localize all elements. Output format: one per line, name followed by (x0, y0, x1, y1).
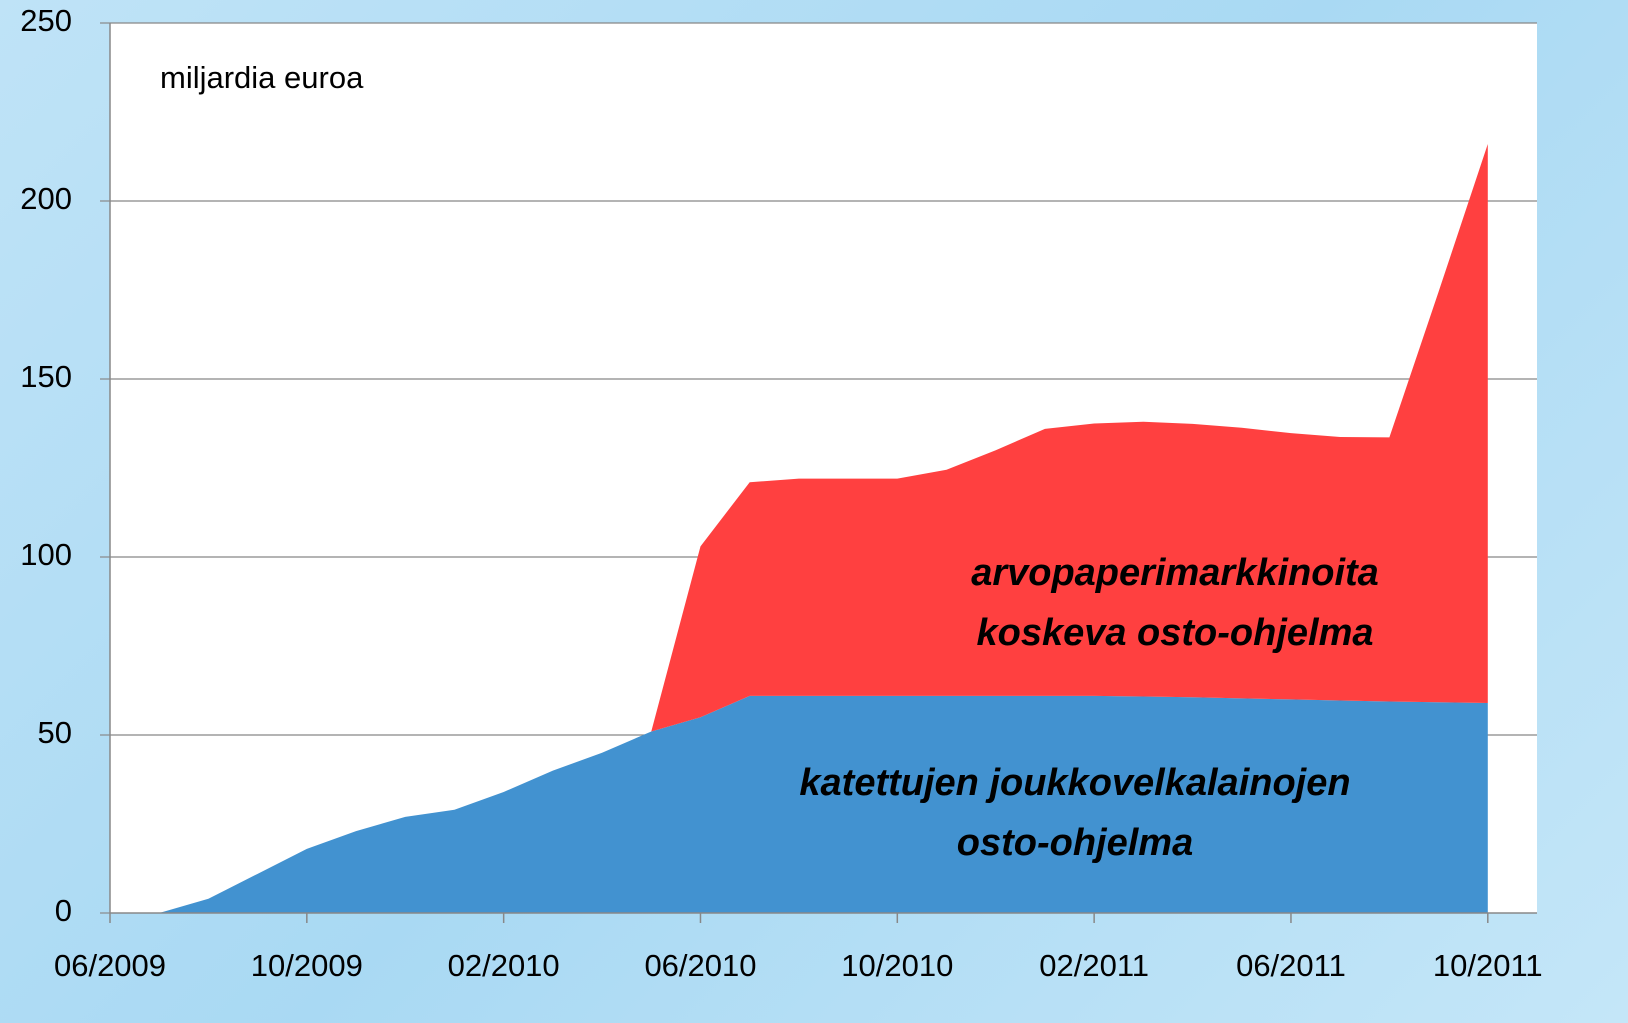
y-tick-label: 50 (38, 715, 72, 750)
x-tick-label: 06/2010 (644, 948, 756, 983)
series-label: osto-ohjelma (957, 822, 1193, 864)
series-label: arvopaperimarkkinoita (971, 552, 1379, 594)
area (651, 144, 1488, 732)
area (159, 695, 1488, 913)
y-tick-label: 250 (20, 3, 72, 38)
unit-label: miljardia euroa (160, 60, 364, 95)
x-tick-label: 06/2009 (54, 948, 166, 983)
series-label: katettujen joukkovelkalainojen (799, 762, 1350, 804)
y-tick-label: 150 (20, 359, 72, 394)
y-tick-label: 0 (55, 893, 72, 928)
x-tick-label: 02/2010 (448, 948, 560, 983)
x-tick-label: 10/2009 (251, 948, 363, 983)
x-tick-label: 10/2011 (1433, 948, 1543, 983)
series-label: koskeva osto-ohjelma (976, 612, 1373, 654)
x-tick-label: 02/2011 (1039, 948, 1149, 983)
x-tick-label: 10/2010 (841, 948, 953, 983)
areas (159, 144, 1488, 913)
y-tick-label: 100 (20, 537, 72, 572)
x-tick-label: 06/2011 (1236, 948, 1346, 983)
y-tick-label: 200 (20, 181, 72, 216)
axes: 0 50 100 150 200 250 06/2009 10/2009 02/2010 06/2… (20, 3, 1542, 983)
